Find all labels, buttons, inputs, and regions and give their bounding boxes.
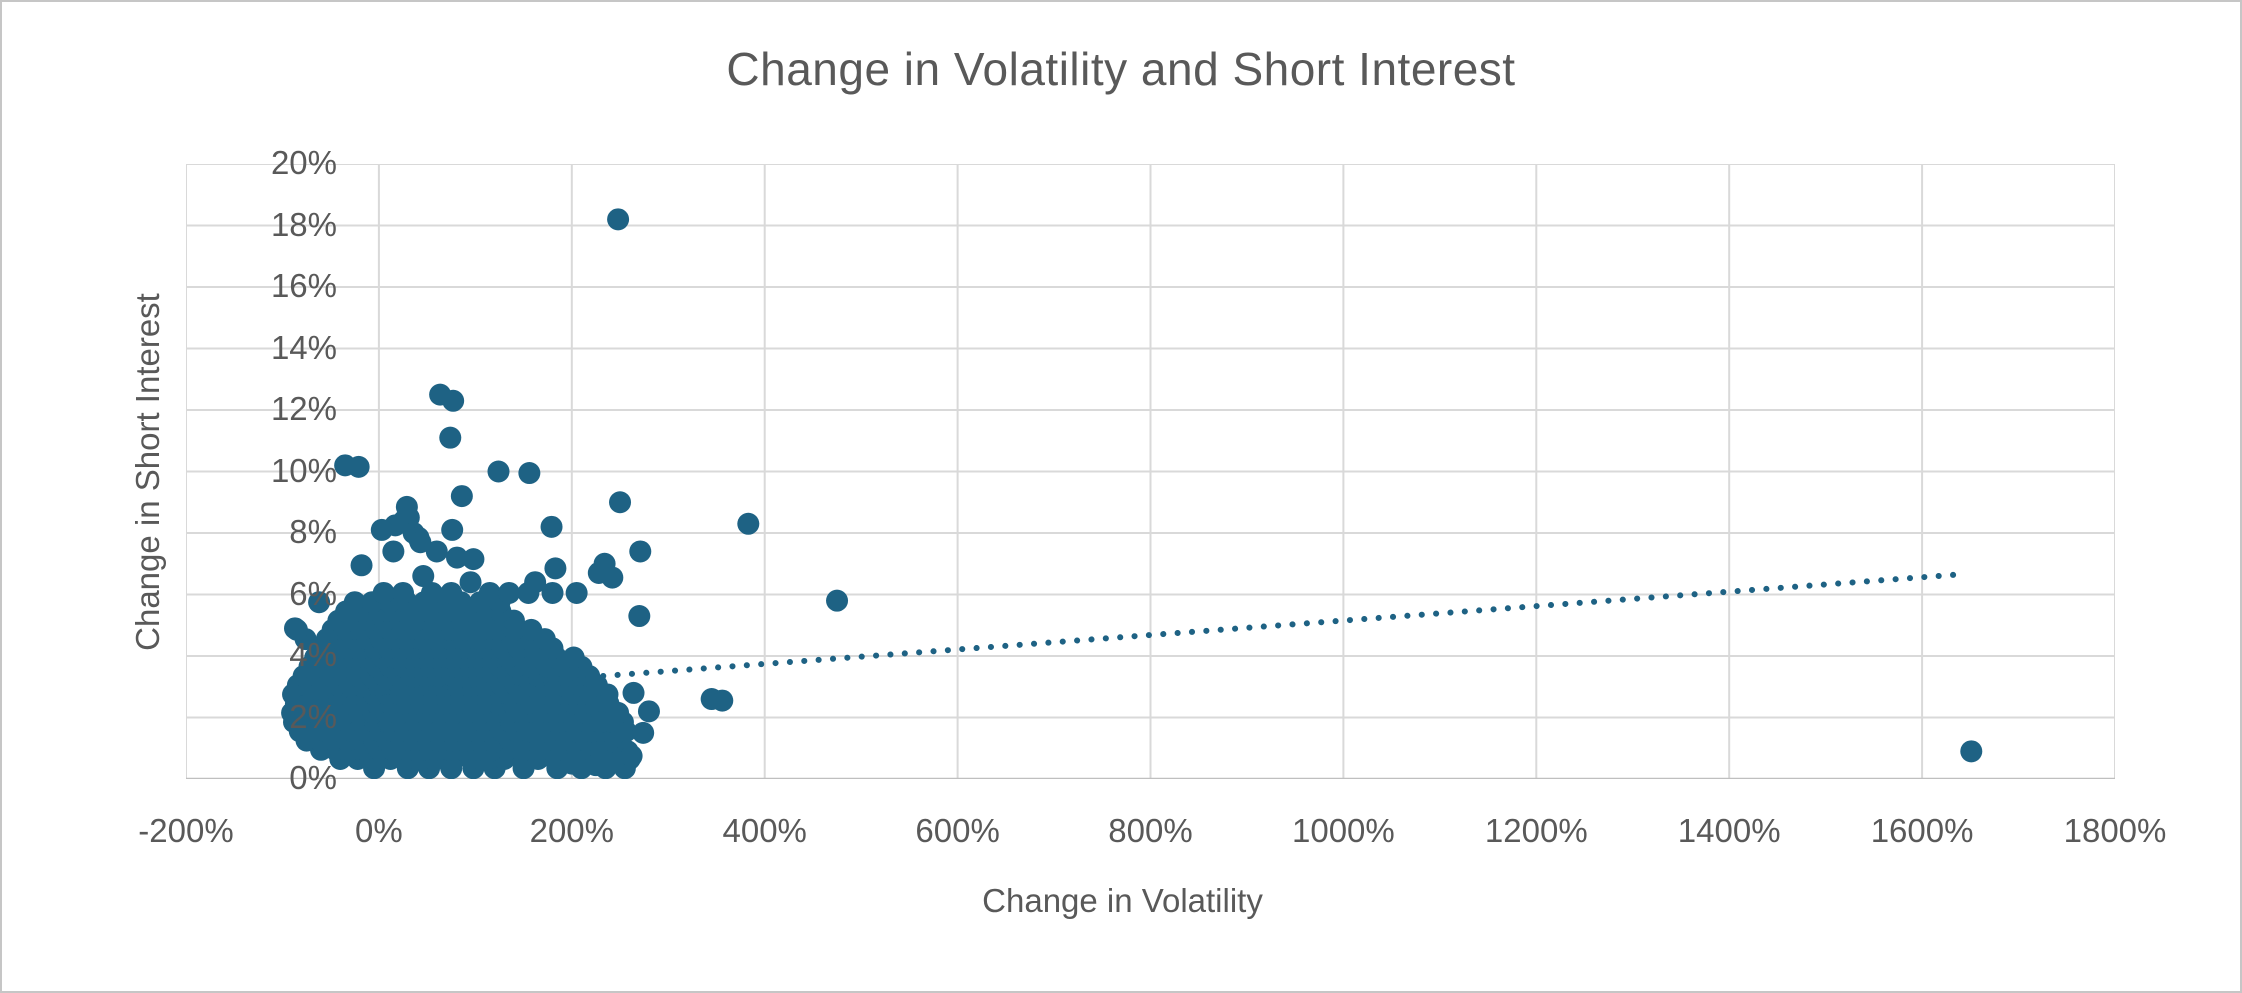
data-point (1960, 740, 1983, 763)
data-point (420, 581, 443, 604)
chart-title: Change in Volatility and Short Interest (726, 43, 1516, 95)
x-tick-label: 1600% (1870, 812, 1974, 849)
data-point (637, 700, 660, 723)
x-tick-label: 400% (722, 812, 807, 849)
data-point (459, 571, 482, 594)
data-point (565, 581, 588, 604)
data-point (620, 744, 643, 767)
y-tick-label: 8% (289, 513, 337, 550)
x-tick-label: 1000% (1292, 812, 1395, 849)
data-point (520, 618, 543, 641)
y-tick-label: 6% (289, 574, 337, 612)
data-point (440, 581, 463, 604)
x-tick-label: -200% (138, 812, 234, 849)
data-point (584, 754, 607, 777)
data-point (622, 681, 645, 704)
data-point (350, 554, 373, 577)
data-point (826, 589, 849, 612)
data-point (518, 462, 541, 485)
x-tick-label: 0% (355, 812, 403, 849)
data-point (442, 389, 465, 412)
data-point (498, 581, 521, 604)
data-point (711, 689, 734, 712)
data-point (478, 581, 501, 604)
data-point (283, 617, 306, 640)
data-point (308, 591, 331, 614)
data-point (343, 591, 366, 614)
x-tick-label: 200% (529, 812, 614, 849)
data-point (450, 485, 473, 508)
data-point (370, 518, 393, 541)
data-point (487, 460, 510, 483)
y-tick-label: 18% (270, 205, 337, 243)
y-tick-label: 14% (270, 328, 337, 366)
data-point (541, 581, 564, 604)
data-point (632, 721, 655, 744)
data-point (589, 711, 612, 734)
x-tick-label: 1200% (1484, 812, 1588, 849)
data-point (462, 548, 485, 571)
data-point (412, 565, 435, 588)
y-tick-label: 16% (270, 267, 337, 304)
data-point (347, 455, 370, 478)
y-tick-label: 12% (270, 390, 337, 427)
data-point (560, 752, 583, 775)
data-point (540, 515, 563, 538)
data-point (382, 540, 405, 563)
data-point (544, 557, 567, 580)
data-point (441, 518, 464, 541)
data-point (524, 571, 547, 594)
x-tick-label: 800% (1108, 812, 1193, 849)
data-point (439, 426, 462, 449)
data-point (409, 531, 432, 554)
data-point (607, 208, 630, 231)
data-point (609, 491, 632, 514)
data-point (629, 540, 652, 563)
x-axis-title: Change in Volatility (982, 882, 1263, 919)
y-tick-label: 4% (289, 636, 337, 673)
data-point (372, 581, 395, 604)
data-point (392, 581, 415, 604)
x-tick-label: 600% (915, 812, 1000, 849)
x-tick-label: 1400% (1677, 812, 1781, 849)
y-axis-title-text: Change in Short Interest (129, 293, 166, 651)
data-point (425, 540, 448, 563)
y-tick-label: 2% (289, 697, 337, 735)
y-tick-label: 20% (270, 144, 337, 181)
data-point (601, 566, 624, 589)
data-point (446, 546, 469, 569)
data-point (562, 646, 585, 669)
data-point (628, 605, 651, 628)
y-tick-label: 0% (289, 759, 337, 796)
x-tick-label: 1800% (2063, 812, 2167, 849)
y-tick-label: 10% (270, 451, 337, 489)
plot-area (186, 164, 2115, 779)
data-point (737, 512, 760, 535)
